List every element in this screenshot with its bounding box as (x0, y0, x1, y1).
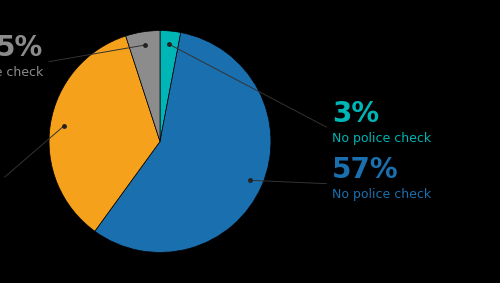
Text: Police check: Police check (0, 66, 44, 79)
Wedge shape (126, 31, 160, 142)
Wedge shape (160, 31, 181, 142)
Text: 57%: 57% (332, 156, 398, 184)
Text: No police check: No police check (332, 132, 431, 145)
Wedge shape (49, 36, 160, 231)
Text: 5%: 5% (0, 34, 44, 62)
Wedge shape (95, 33, 271, 252)
Text: No police check: No police check (332, 188, 431, 201)
Text: 3%: 3% (332, 100, 379, 128)
